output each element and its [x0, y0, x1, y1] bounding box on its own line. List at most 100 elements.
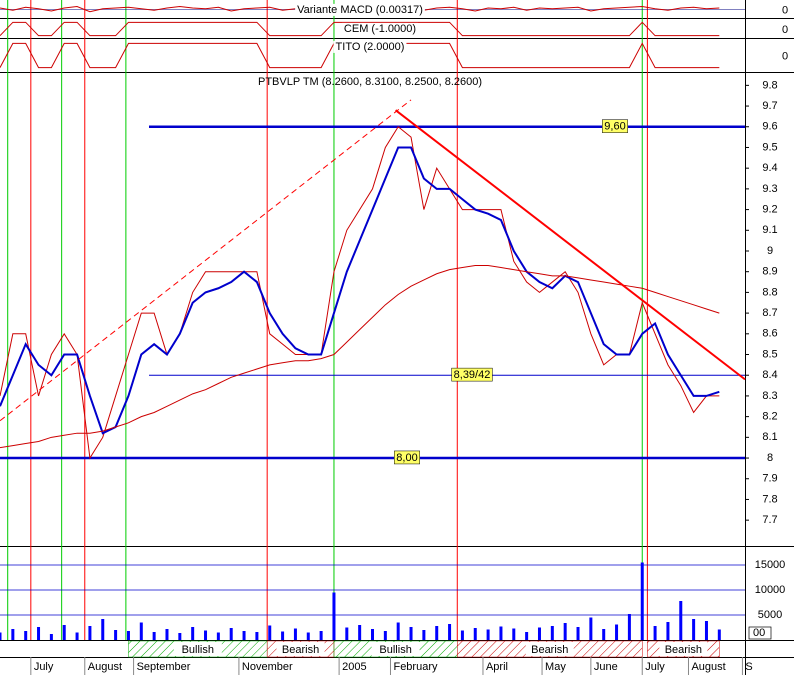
- band-label-bg: [371, 642, 420, 656]
- y-tick-label: 8.5: [762, 348, 777, 360]
- x-tick-label: June: [594, 661, 618, 673]
- volume-bar: [75, 632, 79, 640]
- x-tick-label: August: [88, 661, 122, 673]
- volume-bar: [358, 625, 362, 640]
- volume-bar: [679, 601, 683, 640]
- x-tick-label: July: [645, 661, 665, 673]
- x-tick-label: May: [545, 661, 566, 673]
- y-tick-label: 9.4: [762, 162, 777, 174]
- y-tick-label: 9.7: [762, 100, 777, 112]
- volume-bar: [101, 619, 105, 640]
- volume-bar: [281, 631, 285, 640]
- volume-bar: [165, 629, 169, 640]
- y-tick-label: 9.1: [762, 224, 777, 236]
- y-tick-label: 10000: [755, 584, 786, 596]
- volume-bar: [486, 629, 490, 640]
- series-line: [0, 126, 720, 460]
- panel-title: TITO (2.0000): [336, 41, 405, 53]
- x-tick-label: February: [393, 661, 438, 673]
- volume-bar: [409, 627, 413, 640]
- corner-box: [748, 626, 772, 640]
- volume-bar: [11, 629, 15, 640]
- volume-bar: [242, 631, 246, 640]
- volume-bar: [460, 630, 464, 640]
- corner-label: 00: [753, 627, 765, 639]
- y-tick-label: 8.9: [762, 266, 777, 278]
- band-label-bg: [276, 642, 325, 656]
- y-tick-label: 9.3: [762, 183, 777, 195]
- volume-bar: [216, 632, 220, 640]
- y-tick-label: 9.5: [762, 141, 777, 153]
- volume-bar: [422, 630, 426, 640]
- panel-title-bg: [341, 22, 419, 35]
- volume-bar: [589, 617, 593, 640]
- y-tick-label: 8.4: [762, 369, 777, 381]
- x-tick-label: 2005: [342, 661, 366, 673]
- x-tick-label: August: [691, 661, 725, 673]
- level-label-bg: [602, 119, 628, 133]
- volume-bar: [550, 626, 554, 640]
- y-tick-label: 0: [782, 4, 788, 16]
- volume-bar: [537, 627, 541, 640]
- y-tick-label: 8.1: [762, 431, 777, 443]
- volume-bar: [191, 627, 195, 640]
- band-label: Bearish: [282, 644, 319, 656]
- band-label-bg: [659, 642, 708, 656]
- y-tick-label: 9.2: [762, 203, 777, 215]
- band-label: Bearish: [531, 644, 568, 656]
- volume-bar: [332, 592, 336, 640]
- volume-bar: [448, 624, 452, 640]
- chart-title: PTBVLP TM (8.2600, 8.3100, 8.2500, 8.260…: [258, 76, 482, 88]
- y-tick-label: 0: [782, 24, 788, 36]
- panel-title-bg: [295, 3, 425, 16]
- volume-bar: [126, 631, 130, 640]
- volume-bar: [704, 621, 708, 640]
- y-tick-label: 0: [782, 50, 788, 62]
- volume-bar: [293, 628, 297, 640]
- volume-bar: [666, 622, 670, 640]
- level-label-bg: [394, 450, 420, 465]
- y-tick-label: 7.9: [762, 473, 777, 485]
- level-label-bg: [451, 367, 493, 382]
- volume-bar: [371, 629, 374, 640]
- volume-bar: [229, 628, 233, 640]
- band-label-bg: [525, 642, 574, 656]
- volume-bar: [139, 622, 143, 640]
- y-tick-label: 9.6: [762, 121, 777, 133]
- volume-bar: [435, 626, 439, 640]
- x-tick-label: July: [34, 661, 54, 673]
- volume-bar: [62, 625, 66, 640]
- y-tick-label: 7.7: [762, 514, 777, 526]
- volume-bar: [640, 562, 644, 640]
- x-tick-label: September: [137, 661, 191, 673]
- volume-bar: [602, 629, 606, 640]
- volume-bar: [114, 630, 118, 640]
- volume-bar: [473, 628, 477, 640]
- y-tick-label: 9.8: [762, 79, 777, 91]
- trendline: [0, 99, 412, 422]
- band-label: Bullish: [379, 644, 411, 656]
- volume-bar: [512, 628, 516, 640]
- y-tick-label: 5000: [758, 609, 782, 621]
- volume-bar: [499, 626, 503, 640]
- volume-bar: [615, 624, 619, 640]
- series-line: [0, 264, 720, 449]
- band-label-bg: [173, 642, 222, 656]
- volume-bar: [178, 633, 182, 640]
- volume-bar: [306, 632, 310, 640]
- band-label: Bearish: [665, 644, 702, 656]
- volume-bar: [692, 619, 696, 640]
- y-tick-label: 7.8: [762, 493, 777, 505]
- level-label: 8,00: [396, 452, 417, 464]
- level-label: 9,60: [604, 121, 625, 133]
- y-tick-label: 8.7: [762, 307, 777, 319]
- volume-bar: [268, 625, 272, 640]
- y-tick-label: 8.2: [762, 411, 777, 423]
- volume-bar: [204, 630, 208, 640]
- y-tick-label: 8.8: [762, 286, 777, 298]
- band-label: Bullish: [182, 644, 214, 656]
- volume-bar: [576, 627, 580, 640]
- x-tick-label: April: [486, 661, 508, 673]
